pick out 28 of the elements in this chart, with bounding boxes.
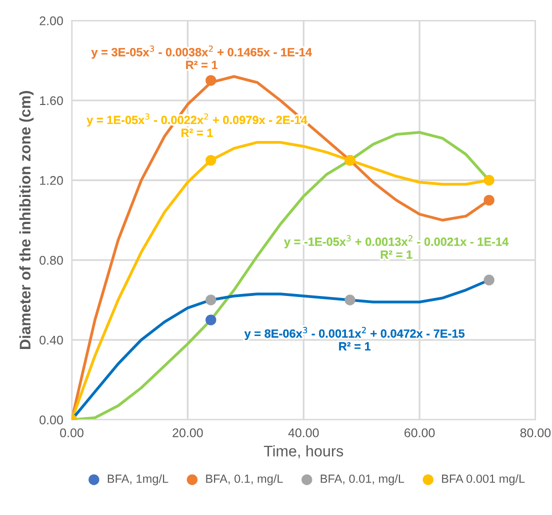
legend-label: BFA, 0.01, mg/L bbox=[320, 474, 404, 486]
y-tick-label: 0.00 bbox=[40, 416, 63, 424]
legend-label: BFA, 0.1, mg/L bbox=[206, 474, 283, 486]
point bbox=[344, 294, 356, 306]
x-tick-label: 80.00 bbox=[520, 428, 551, 438]
y-tick-label: 0.80 bbox=[40, 256, 63, 265]
x-tick-label: 40.00 bbox=[288, 428, 319, 438]
point bbox=[484, 194, 494, 206]
x-axis-title: Time, hours bbox=[264, 445, 344, 458]
point bbox=[206, 314, 216, 326]
legend-label: BFA, 1mg/L bbox=[108, 474, 168, 486]
x-tick-label: 20.00 bbox=[172, 428, 203, 438]
y-tick-label: 2.00 bbox=[40, 16, 63, 26]
legend-label: BFA 0.001 mg/L bbox=[442, 474, 525, 486]
point bbox=[484, 274, 494, 286]
annotation: y = -1E-05x$^{3}$ + 0.0013x$^{2}$ - 0.0021x - 1E-14 R² = 1 bbox=[284, 235, 509, 259]
x-tick-label: 0.00 bbox=[60, 428, 84, 438]
y-axis-title: Diameter of the inhibition zone (cm) bbox=[19, 91, 34, 349]
y-tick-label: 1.60 bbox=[40, 96, 63, 106]
point bbox=[206, 75, 216, 86]
x-tick-label: 60.00 bbox=[404, 428, 435, 438]
y-tick-label: 0.40 bbox=[40, 336, 63, 345]
y-tick-label: 1.20 bbox=[40, 176, 63, 185]
annotation: y = 8E-06x$^{3}$ - 0.0011x$^{2}$ + 0.0472x - 7E-15 R² = 1 bbox=[244, 326, 465, 350]
point bbox=[206, 294, 216, 306]
point bbox=[206, 154, 216, 166]
annotation: y = 3E-05x$^{3}$ - 0.0038x$^{2}$ + 0.1465x - 1E-14 R² = 1 bbox=[91, 46, 312, 70]
point bbox=[484, 174, 494, 186]
